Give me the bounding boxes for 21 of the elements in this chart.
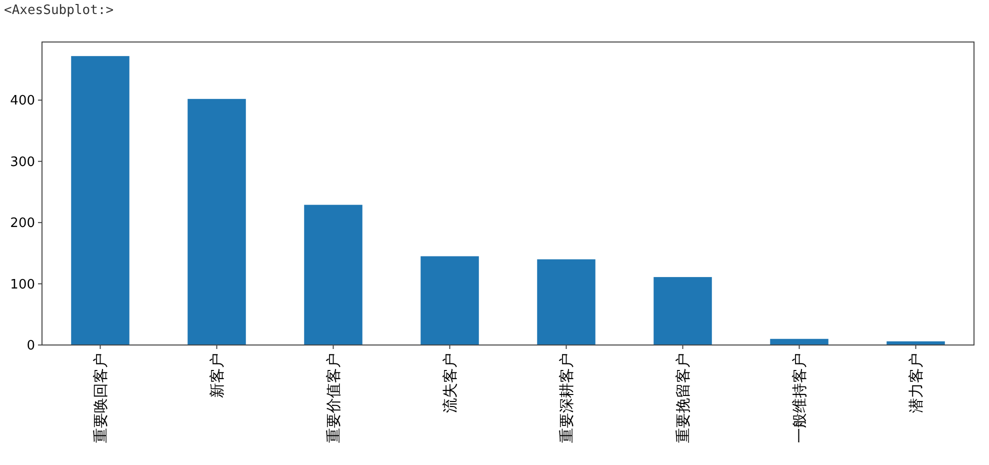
bar — [188, 98, 246, 345]
bar — [304, 204, 362, 345]
bar — [654, 277, 712, 345]
x-tick-label: 流失客户 — [441, 353, 459, 413]
x-tick-label: 重要唤回客户 — [92, 353, 110, 443]
x-tick-label: 新客户 — [208, 353, 226, 398]
x-tick-label: 重要深耕客户 — [558, 353, 576, 443]
y-tick-label: 100 — [10, 277, 35, 292]
bar — [71, 56, 130, 345]
bar — [537, 259, 596, 345]
y-tick-label: 200 — [10, 216, 35, 232]
x-tick-label: 重要挽留客户 — [674, 353, 692, 443]
y-tick-label: 300 — [10, 154, 35, 170]
bar — [770, 338, 828, 345]
x-tick-label: 一般维持客户 — [790, 353, 808, 443]
x-tick-label: 重要价值客户 — [324, 353, 342, 443]
y-tick-label: 0 — [26, 338, 35, 354]
y-tick-label: 400 — [10, 94, 35, 109]
text: <AxesSubplot:> — [4, 3, 114, 18]
x-tick-label: 潜力客户 — [907, 353, 925, 413]
bar — [420, 256, 479, 345]
